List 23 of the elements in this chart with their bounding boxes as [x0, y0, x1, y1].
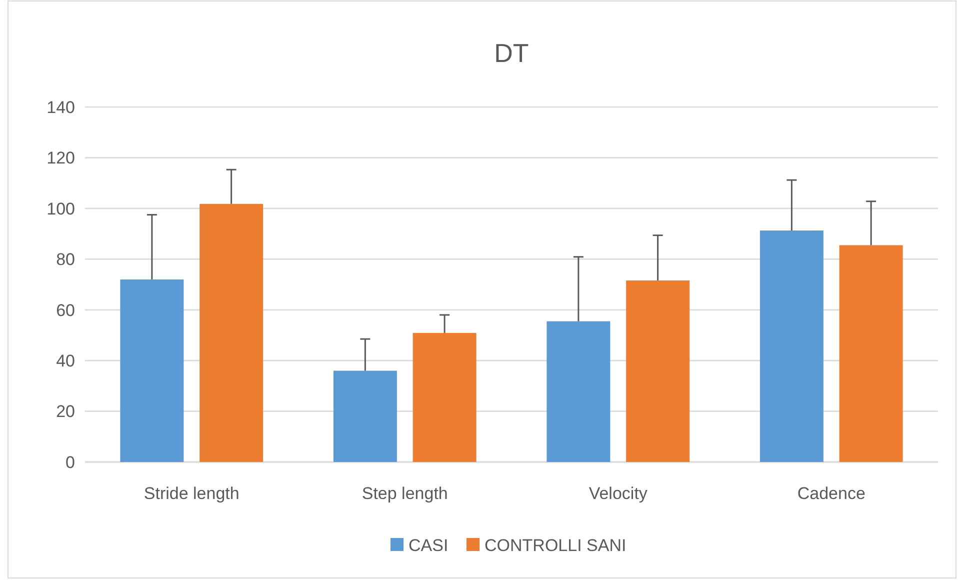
bar [760, 230, 824, 462]
x-tick-label: Step length [362, 484, 448, 503]
x-tick-label: Velocity [588, 484, 648, 503]
bar [839, 245, 903, 462]
y-tick-label: 20 [56, 402, 75, 422]
chart-title: DT [494, 38, 529, 68]
y-tick-label: 140 [46, 98, 75, 117]
bar [333, 370, 397, 462]
y-tick-label: 0 [66, 452, 75, 472]
legend-label: CASI [408, 536, 448, 555]
y-tick-label: 100 [46, 199, 75, 218]
y-tick-label: 60 [56, 300, 75, 320]
bar [626, 280, 690, 462]
legend-label: CONTROLLI SANI [484, 536, 626, 555]
bar [120, 279, 184, 462]
x-tick-label: Cadence [797, 484, 866, 503]
bar [546, 321, 610, 462]
y-tick-label: 80 [56, 250, 75, 270]
bar [200, 204, 264, 462]
bar [412, 332, 476, 462]
x-tick-label: Stride length [144, 484, 240, 503]
y-tick-label: 40 [56, 352, 75, 371]
y-tick-label: 120 [46, 148, 75, 168]
